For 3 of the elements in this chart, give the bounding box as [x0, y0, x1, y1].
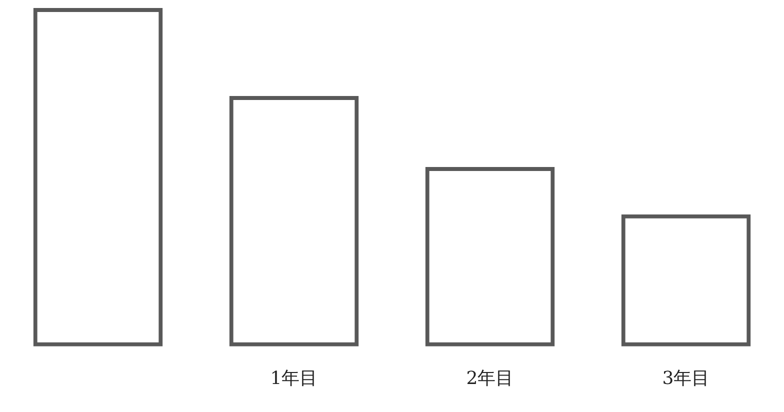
x-tick-label: 1年目: [270, 368, 318, 389]
x-tick-label: 2年目: [466, 368, 514, 389]
x-tick-label: 3年目: [662, 368, 710, 389]
